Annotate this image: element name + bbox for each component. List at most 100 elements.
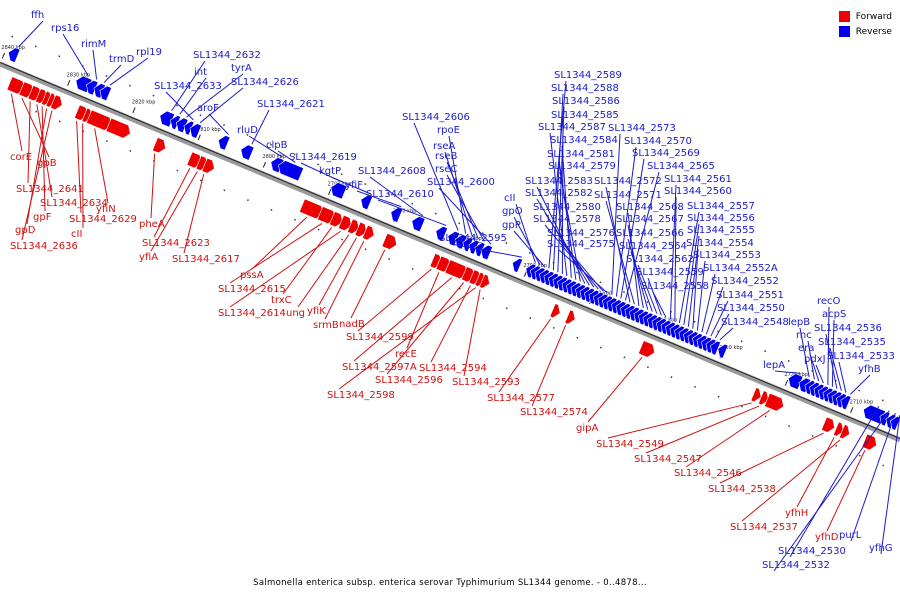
gene-label[interactable]: SL1344_2572 [594, 176, 662, 187]
gene-label[interactable]: srmB [313, 320, 339, 331]
reverse-gene-16[interactable] [390, 207, 403, 223]
reverse-gene-14[interactable] [330, 182, 348, 200]
gene-label[interactable]: SL1344_2573 [608, 123, 676, 134]
gene-label[interactable]: SL1344_2552 [711, 276, 779, 287]
gene-label[interactable]: SL1344_2533 [827, 351, 895, 362]
forward-gene-17[interactable] [329, 211, 343, 228]
gene-label[interactable]: SL1344_2582 [525, 188, 593, 199]
gene-label[interactable]: SL1344_2557 [687, 201, 755, 212]
gene-label[interactable]: SL1344_2589 [554, 70, 622, 81]
gene-label[interactable]: kgtP [319, 166, 341, 177]
forward-gene-22[interactable] [381, 232, 397, 250]
gene-label[interactable]: SL1344_2626 [231, 77, 299, 88]
reverse-gene-4[interactable] [99, 85, 112, 102]
reverse-gene-11[interactable] [240, 144, 255, 161]
gene-label[interactable]: gpF [33, 212, 52, 223]
gene-label[interactable]: SL1344_2634 [40, 198, 108, 209]
gene-label[interactable]: ung [286, 308, 305, 319]
gene-label[interactable]: acpS [822, 309, 846, 320]
gene-label[interactable]: yfiF [345, 180, 363, 191]
reverse-gene-25[interactable] [512, 257, 523, 273]
gene-label[interactable]: SL1344_2569 [632, 148, 700, 159]
gene-label[interactable]: gpO [502, 206, 523, 217]
gene-label[interactable]: SL1344_2536 [814, 323, 882, 334]
forward-gene-38[interactable] [839, 424, 850, 440]
gene-label[interactable]: ffh [31, 10, 44, 21]
gene-label[interactable]: int [194, 67, 207, 78]
gene-label[interactable]: tyrA [231, 63, 252, 74]
gene-label[interactable]: SL1344_2633 [154, 81, 222, 92]
forward-gene-21[interactable] [362, 224, 375, 241]
reverse-gene-13[interactable] [278, 160, 304, 182]
gene-label[interactable]: SL1344_2565 [647, 161, 715, 172]
gene-label[interactable]: SL1344_2546 [674, 468, 742, 479]
gene-label[interactable]: SL1344_2617 [172, 254, 240, 265]
gene-label[interactable]: SL1344_2578 [533, 214, 601, 225]
gene-label[interactable]: SL1344_2600 [427, 177, 495, 188]
gene-label[interactable]: recE [395, 349, 417, 360]
reverse-gene-17[interactable] [411, 215, 426, 233]
gene-label[interactable]: SL1344_2548 [721, 317, 789, 328]
gene-label[interactable]: SL1344_2623 [142, 238, 210, 249]
gene-label[interactable]: SL1344_2619 [289, 152, 357, 163]
forward-gene-34[interactable] [758, 390, 769, 406]
gene-label[interactable]: aroF [197, 103, 219, 114]
gene-label[interactable]: SL1344_2559 [636, 267, 704, 278]
gene-label[interactable]: SL1344_2564 [619, 241, 687, 252]
forward-gene-39[interactable] [861, 433, 877, 451]
gene-label[interactable]: yfiK [307, 306, 326, 317]
reverse-gene-9[interactable] [189, 123, 202, 139]
gene-label[interactable]: rnc [796, 330, 812, 341]
gene-label[interactable]: rseA [433, 141, 455, 152]
gene-label[interactable]: SL1344_2598 [327, 390, 395, 401]
gene-label[interactable]: SL1344_2594 [419, 363, 487, 374]
gene-label[interactable]: trmD [109, 54, 135, 65]
gene-label[interactable]: lepA [763, 360, 785, 371]
reverse-gene-18[interactable] [435, 226, 448, 242]
gene-label[interactable]: rluD [237, 125, 258, 136]
forward-gene-14[interactable] [201, 157, 215, 174]
gene-label[interactable]: yfiN [96, 204, 116, 215]
gene-label[interactable]: purL [839, 530, 862, 541]
gene-label[interactable]: SL1344_2532 [762, 560, 830, 571]
gene-label[interactable]: SL1344_2575 [547, 239, 615, 250]
gene-label[interactable]: SL1344_2568 [616, 202, 684, 213]
gene-label[interactable]: rseB [435, 151, 457, 162]
gene-label[interactable]: SL1344_2596 [375, 375, 443, 386]
gene-label[interactable]: SL1344_2580 [533, 202, 601, 213]
gene-label[interactable]: pheA [139, 219, 165, 230]
gene-label[interactable]: SL1344_2549 [596, 439, 664, 450]
gene-label[interactable]: SL1344_2636 [10, 241, 78, 252]
gene-label[interactable]: SL1344_2585 [551, 110, 619, 121]
gene-label[interactable]: SL1344_2567 [616, 214, 684, 225]
gene-label[interactable]: SL1344_2530 [778, 546, 846, 557]
gene-label[interactable]: SL1344_2621 [257, 99, 325, 110]
gene-label[interactable]: yfhG [869, 543, 893, 554]
gene-label[interactable]: yfhH [785, 508, 808, 519]
gene-label[interactable]: SL1344_2570 [624, 136, 692, 147]
reverse-gene-68[interactable] [717, 343, 729, 359]
gene-label[interactable]: SL1344_2538 [708, 484, 776, 495]
forward-gene-18[interactable] [338, 214, 352, 231]
gene-label[interactable]: SL1344_2610 [366, 189, 434, 200]
gene-label[interactable]: SL1344_2597A [342, 362, 417, 373]
gene-label[interactable]: SL1344_2641 [16, 184, 84, 195]
gene-label[interactable]: SL1344_2615 [218, 284, 286, 295]
gene-label[interactable]: SL1344_2579 [548, 161, 616, 172]
reverse-gene-24[interactable] [480, 244, 493, 261]
forward-gene-32[interactable] [638, 340, 655, 358]
gene-label[interactable]: cII [71, 229, 82, 240]
gene-label[interactable]: SL1344_2552A [703, 263, 778, 274]
reverse-gene-83[interactable] [890, 415, 900, 431]
gene-label[interactable]: SL1344_2553 [693, 250, 761, 261]
gene-label[interactable]: SL1344_2556 [687, 213, 755, 224]
reverse-gene-10[interactable] [218, 135, 231, 151]
gene-label[interactable]: rimM [81, 39, 106, 50]
gene-label[interactable]: SL1344_2629 [69, 214, 137, 225]
gene-label[interactable]: SL1344_2606 [402, 112, 470, 123]
reverse-gene-0[interactable] [8, 47, 21, 63]
gene-label[interactable]: era [798, 343, 814, 354]
gene-label[interactable]: SL1344_2561 [664, 174, 732, 185]
legend-item-reverse[interactable]: Reverse [838, 24, 892, 39]
